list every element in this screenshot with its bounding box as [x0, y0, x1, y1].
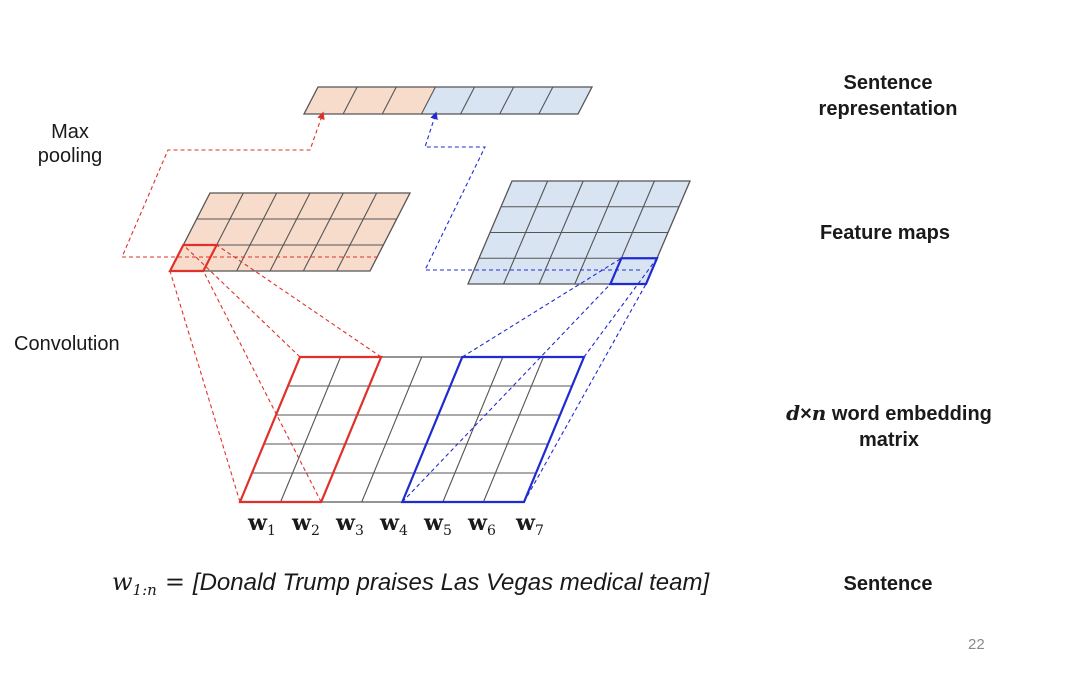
embedding-matrix-col-line — [442, 356, 504, 503]
feature-map-orange-col-line — [336, 192, 378, 272]
equation-equals: = — [164, 568, 185, 596]
feature-map-orange-col-line — [302, 192, 344, 272]
word-token-7: w7 — [516, 510, 544, 539]
sentence-vector-col-line — [342, 86, 358, 115]
red-max-pooling-path — [121, 111, 378, 258]
word-token-6: w6 — [468, 510, 496, 539]
embedding-matrix-label: d×n word embedding matrix — [760, 400, 1018, 453]
max-pooling-label: Max pooling — [37, 121, 103, 167]
equation-text: [Donald Trump praises Las Vegas medical … — [192, 569, 710, 596]
feature-map-orange-col-line — [269, 192, 311, 272]
red-projection-line — [169, 270, 241, 503]
sentence-vector-col-line — [538, 86, 554, 115]
equation-var: w — [112, 568, 133, 596]
embedding-times: × — [800, 403, 812, 425]
feature-maps-label: Feature maps — [819, 222, 951, 244]
sentence-label: Sentence — [843, 573, 933, 595]
embedding-var-n: n — [811, 401, 827, 425]
embedding-matrix-col-line — [280, 356, 342, 503]
sentence-vector-col-line — [420, 86, 436, 115]
red-projection-line — [216, 244, 382, 358]
word-token-4: w4 — [380, 510, 408, 539]
blue-projection-line — [401, 283, 611, 503]
sentence-vector-col-line — [460, 86, 476, 115]
blue-max-pooling-path — [424, 111, 640, 271]
sentence-equation: w1:n = [Donald Trump praises Las Vegas med… — [112, 568, 709, 599]
vector-orange-part — [304, 87, 436, 114]
sentence-vector-col-line — [381, 86, 397, 115]
sentence-vector-col-line — [499, 86, 515, 115]
equation-subscript: 1:n — [132, 581, 157, 599]
sentence-representation-label: Sentence representation — [818, 72, 958, 120]
word-token-2: w2 — [292, 510, 320, 539]
sentence-vector-outline — [302, 86, 594, 115]
page-number: 22 — [968, 636, 985, 653]
word-token-3: w3 — [336, 510, 364, 539]
embedding-rest: word embedding matrix — [826, 403, 992, 451]
blue-projection-line — [461, 257, 622, 358]
convolution-label: Convolution — [14, 333, 120, 355]
blue-projection-line — [523, 283, 647, 503]
red-projection-line — [182, 244, 301, 358]
embedding-matrix-col-line — [482, 356, 544, 503]
word-token-5: w5 — [424, 510, 452, 539]
embedding-matrix-col-line — [361, 356, 423, 503]
embedding-var-d: d — [786, 401, 801, 425]
red-projection-line — [202, 270, 322, 503]
feature-map-orange-col-line — [236, 192, 278, 272]
word-token-1: w1 — [248, 510, 276, 539]
conv-window-blue — [400, 355, 586, 504]
